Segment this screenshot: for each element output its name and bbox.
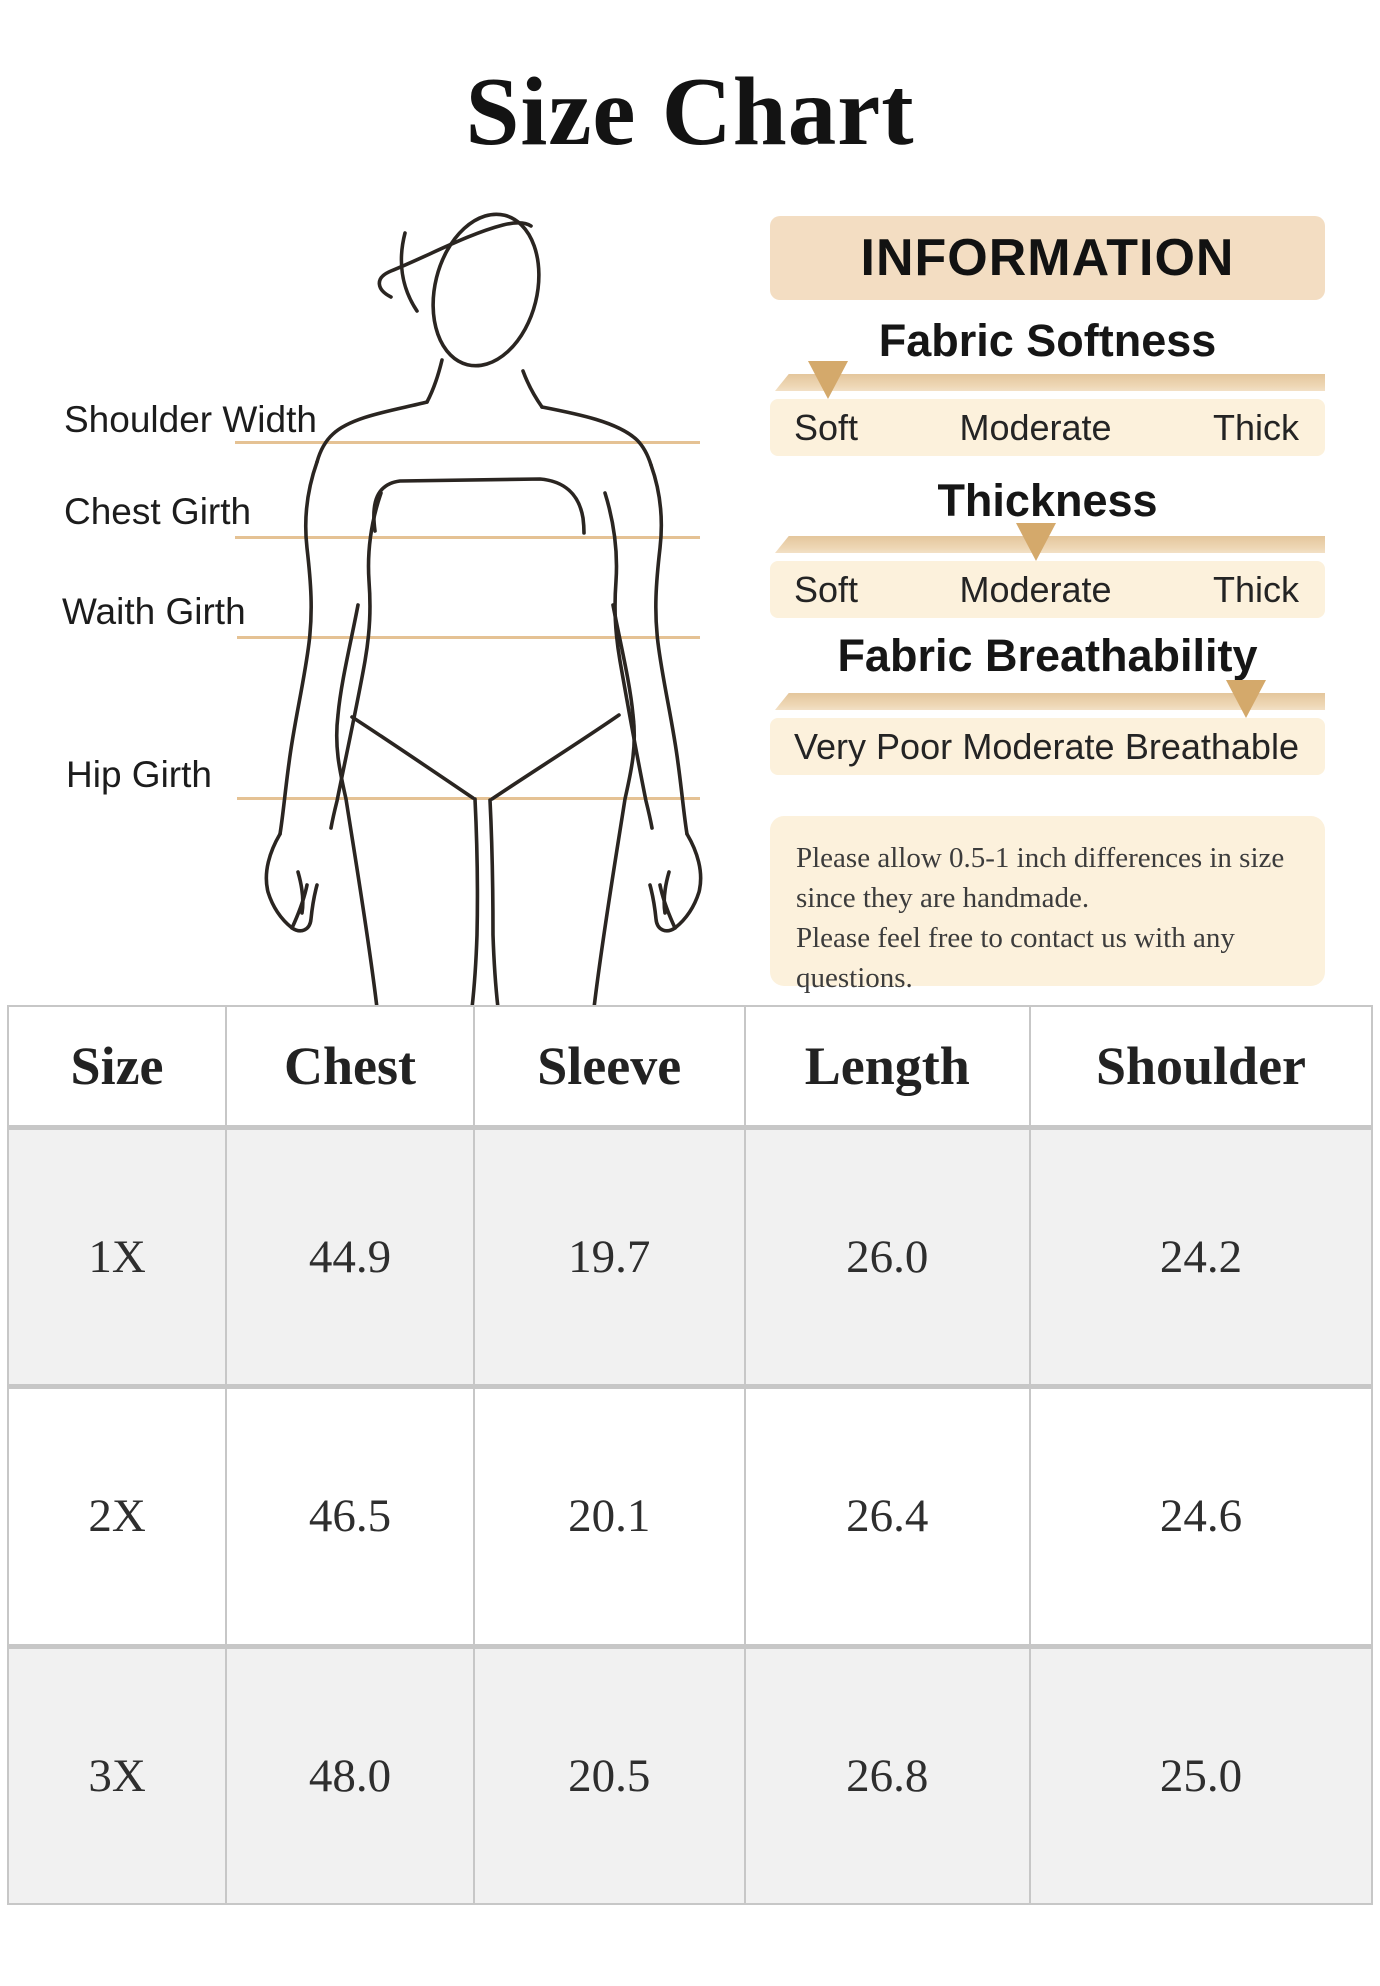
level-label: Moderate	[962, 725, 1115, 767]
table-cell: 24.2	[1031, 1130, 1371, 1385]
information-header: INFORMATION	[770, 216, 1325, 300]
table-cell: 20.1	[474, 1389, 744, 1644]
column-header-shoulder: Shoulder	[1031, 1007, 1371, 1125]
table-cell: 1X	[9, 1130, 226, 1385]
handmade-note: Please allow 0.5-1 inch differences in s…	[770, 816, 1325, 994]
measure-line-shoulder	[235, 441, 700, 444]
measure-line-chest	[235, 536, 700, 539]
table-cell: 19.7	[474, 1130, 744, 1385]
level-row-thickness: Soft Moderate Thick	[770, 561, 1325, 618]
level-label: Soft	[794, 568, 859, 610]
table-cell: 46.5	[227, 1389, 473, 1644]
slider-title-fabric-breathability: Fabric Breathability	[837, 630, 1258, 681]
indicator-triangle-icon-thickness	[1016, 523, 1056, 561]
figure-label-chest-girth: Chest Girth	[64, 491, 252, 532]
level-label: Very Poor	[794, 725, 953, 767]
slider-bar-fabric-softness	[775, 374, 1325, 391]
level-label: Thick	[1212, 406, 1299, 448]
slider-title-thickness: Thickness	[937, 475, 1158, 526]
measure-line-waist	[237, 636, 700, 639]
figure-label-waith-girth: Waith Girth	[62, 591, 246, 632]
level-label: Soft	[794, 406, 859, 448]
column-header-size: Size	[9, 1007, 226, 1125]
slider-title-fabric-softness: Fabric Softness	[878, 315, 1217, 366]
column-header-length: Length	[745, 1007, 1029, 1125]
level-label: Moderate	[959, 406, 1112, 448]
measure-line-hip	[237, 797, 700, 800]
page-title: Size Chart	[465, 58, 915, 165]
level-row-fabric-softness: Soft Moderate Thick	[770, 399, 1325, 456]
column-header-sleeve: Sleeve	[474, 1007, 744, 1125]
table-cell: 44.9	[227, 1130, 473, 1385]
figure-label-shoulder-width: Shoulder Width	[64, 399, 317, 440]
table-cell: 25.0	[1031, 1648, 1371, 1903]
indicator-triangle-icon-softness	[808, 361, 848, 399]
table-cell: 24.6	[1031, 1389, 1371, 1644]
table-cell: 26.8	[745, 1648, 1029, 1903]
table-cell: 26.0	[745, 1130, 1029, 1385]
table-cell: 26.4	[745, 1389, 1029, 1644]
figure-label-hip-girth: Hip Girth	[66, 754, 212, 795]
table-cell: 20.5	[474, 1648, 744, 1903]
note-line: Please feel free to contact us with any …	[796, 922, 1235, 994]
table-cell: 48.0	[227, 1648, 473, 1903]
level-label: Thick	[1212, 568, 1299, 610]
size-table: Size Chest Sleeve Length Shoulder 1X 44.…	[7, 1005, 1373, 1905]
level-row-fabric-breathability: Very Poor Moderate Breathable	[770, 718, 1325, 775]
column-header-chest: Chest	[227, 1007, 473, 1125]
level-label: Breathable	[1124, 725, 1299, 767]
indicator-triangle-icon-breathability	[1226, 680, 1266, 718]
table-cell: 3X	[9, 1648, 226, 1903]
slider-bar-fabric-breathability	[775, 693, 1325, 710]
level-label: Moderate	[959, 568, 1112, 610]
table-cell: 2X	[9, 1389, 226, 1644]
body-outline-illustration	[264, 212, 703, 1010]
note-line: Please allow 0.5-1 inch differences in s…	[796, 842, 1285, 874]
note-line: since they are handmade.	[796, 882, 1090, 914]
